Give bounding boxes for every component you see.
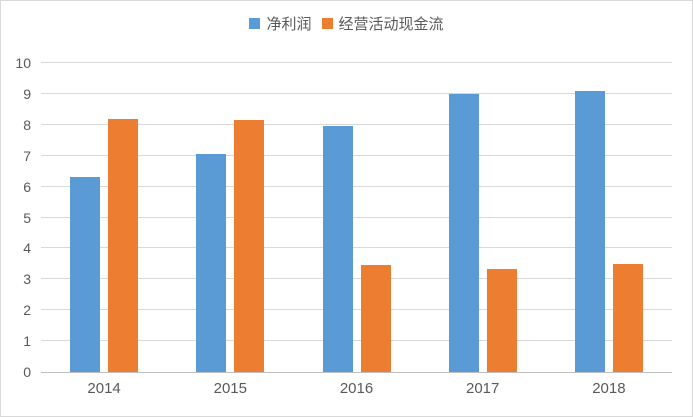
legend-swatch-net-profit xyxy=(249,18,261,29)
plot-area xyxy=(41,62,672,373)
legend-label-net-profit: 净利润 xyxy=(266,16,312,33)
y-tick-label-0: 0 xyxy=(23,364,31,380)
bar-2017-operating-cash-flow xyxy=(486,268,517,372)
gridline-y-6 xyxy=(41,185,672,187)
gridline-y-4 xyxy=(41,247,672,249)
bar-2014-net-profit xyxy=(70,177,101,372)
legend-item-operating-cash-flow: 经营活动现金流 xyxy=(321,13,444,34)
bar-2016-net-profit xyxy=(322,126,353,372)
bar-2018-net-profit xyxy=(574,90,605,372)
y-tick-label-10: 10 xyxy=(15,55,31,71)
legend: 净利润 经营活动现金流 xyxy=(1,13,692,34)
bar-2015-net-profit xyxy=(196,154,227,372)
y-axis-labels: 0 1 2 3 4 5 6 7 8 9 10 xyxy=(1,56,35,379)
gridline-y-5 xyxy=(41,216,672,218)
gridline-y-2 xyxy=(41,309,672,311)
gridline-y-7 xyxy=(41,154,672,156)
legend-swatch-operating-cash-flow xyxy=(321,18,333,29)
x-tick-label-2015: 2015 xyxy=(213,380,247,397)
legend-item-net-profit: 净利润 xyxy=(249,13,312,34)
gridline-y-1 xyxy=(41,340,672,342)
x-tick-label-2016: 2016 xyxy=(339,380,374,397)
x-tick-label-2014: 2014 xyxy=(87,380,121,397)
legend-label-operating-cash-flow: 经营活动现金流 xyxy=(338,16,444,33)
bar-2018-operating-cash-flow xyxy=(612,263,643,372)
y-tick-label-7: 7 xyxy=(23,147,31,164)
bar-2016-operating-cash-flow xyxy=(360,265,391,372)
y-tick-label-5: 5 xyxy=(23,209,31,226)
gridline-y-9 xyxy=(41,92,672,94)
y-tick-label-4: 4 xyxy=(23,240,31,257)
bar-2017-net-profit xyxy=(448,93,479,372)
gridline-y-10 xyxy=(41,62,672,63)
y-tick-label-8: 8 xyxy=(23,116,31,133)
y-tick-label-1: 1 xyxy=(23,333,31,350)
gridline-y-3 xyxy=(41,278,672,280)
bar-2015-operating-cash-flow xyxy=(234,120,265,372)
x-tick-label-2017: 2017 xyxy=(466,380,500,397)
bar-2014-operating-cash-flow xyxy=(108,118,139,372)
y-tick-label-2: 2 xyxy=(23,302,31,319)
x-tick-label-2018: 2018 xyxy=(592,380,626,397)
y-tick-label-3: 3 xyxy=(23,271,31,288)
y-tick-label-6: 6 xyxy=(23,178,31,195)
x-axis-labels: 2014 2015 2016 2017 2018 xyxy=(41,380,672,402)
y-tick-label-9: 9 xyxy=(23,85,31,102)
gridline-y-8 xyxy=(41,123,672,125)
